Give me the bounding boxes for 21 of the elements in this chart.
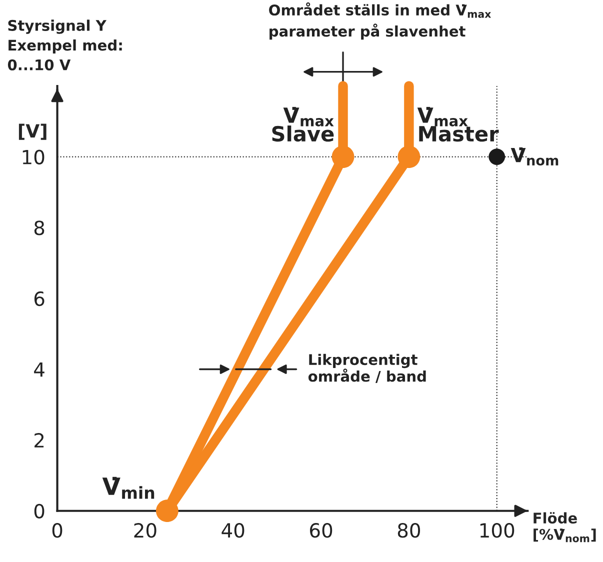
y-tick-label: 4: [34, 362, 44, 377]
y-axis-title: [V]: [18, 124, 46, 140]
y-tick-label: 6: [34, 291, 44, 306]
y-tick-label: 2: [34, 433, 44, 448]
x-tick-label: 40: [222, 523, 244, 538]
x-tick-label: 80: [398, 523, 420, 538]
annotation: V̇$_{min}$: [102, 476, 154, 499]
x-tick-label: 20: [134, 523, 156, 538]
text: Styrsignal Y Exempel med: 0...10 V: [8, 20, 122, 70]
y-tick-label: 0: [34, 504, 44, 519]
x-axis-title: Flöde [%V̇$_{nom}$]: [534, 512, 596, 542]
x-tick-label: 60: [310, 523, 332, 538]
y-tick-label: 8: [34, 220, 44, 236]
x-tick-label: 100: [480, 523, 514, 538]
y-tick-label: 10: [22, 150, 44, 164]
x-tick-label: 0: [52, 523, 62, 538]
text: Området ställs in med V̇$_{max}$ parameter på slavenhet: [269, 2, 492, 40]
annotation: V̇$_{max}$ Master: [417, 106, 499, 142]
annotation: V̇$_{nom}$: [510, 147, 558, 166]
annotation: Likprocentigt område / band: [308, 354, 426, 383]
annotation: V̇$_{max}$ Slave: [272, 106, 334, 142]
